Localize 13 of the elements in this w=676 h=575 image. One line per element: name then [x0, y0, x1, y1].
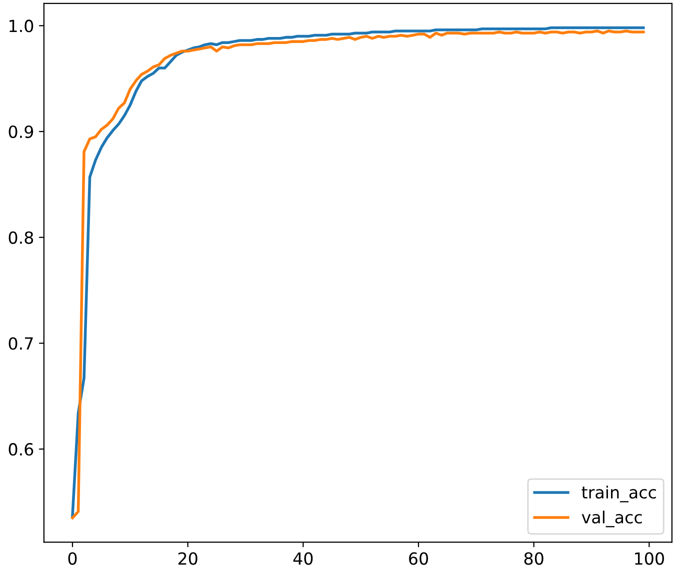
x-tick-label: 100	[635, 552, 664, 565]
x-tick-label: 0	[68, 552, 77, 565]
x-tick-label: 60	[409, 552, 428, 565]
y-tick-label: 0.8	[8, 231, 34, 244]
y-tick-label: 1.0	[10, 20, 34, 32]
legend-label: train_acc	[582, 486, 656, 502]
x-tick-label: 20	[178, 552, 198, 565]
y-tick-label: 0.7	[8, 337, 33, 350]
y-tick-label: 0.9	[8, 125, 34, 138]
y-tick-label: 0.6	[8, 443, 34, 456]
x-tick-label: 80	[524, 552, 544, 565]
legend-label: val_acc	[582, 510, 642, 528]
x-tick-label: 40	[293, 552, 313, 565]
